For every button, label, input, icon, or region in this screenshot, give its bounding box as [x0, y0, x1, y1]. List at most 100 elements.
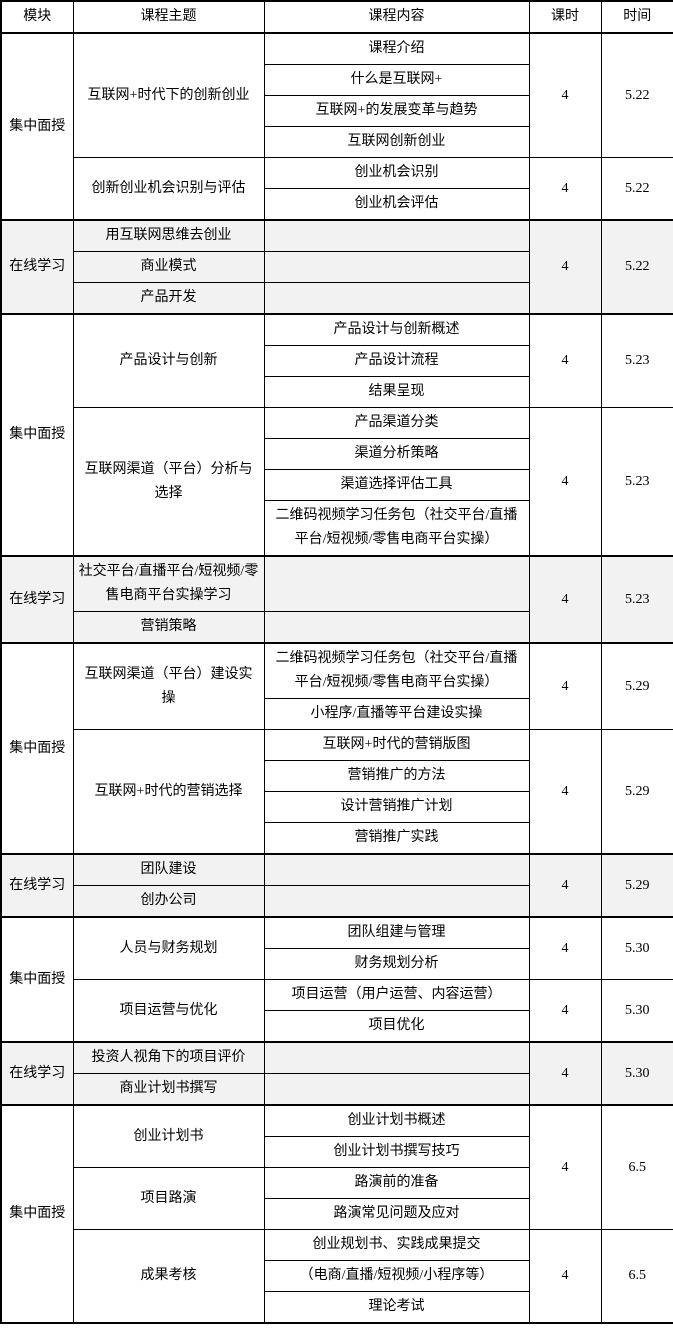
theme-cell: 投资人视角下的项目评价 — [72, 1041, 265, 1074]
date-cell: 5.22 — [600, 32, 673, 158]
table-row: 创办公司 — [1, 885, 673, 918]
hours-cell: 4 — [528, 219, 602, 315]
theme-cell: 用互联网思维去创业 — [72, 219, 265, 252]
content-cell: 什么是互联网+ — [263, 64, 530, 96]
content-cell — [263, 853, 530, 886]
content-cell — [263, 251, 530, 283]
content-cell: 项目运营（用户运营、内容运营） — [263, 979, 530, 1011]
content-cell: 互联网+的发展变革与趋势 — [263, 95, 530, 127]
hours-cell: 4 — [528, 642, 602, 730]
theme-cell: 产品开发 — [72, 282, 265, 315]
table-row: 在线学习 社交平台/直播平台/短视频/零售电商平台实操学习 4 5.23 — [0, 555, 673, 644]
content-cell: 团队组建与管理 — [263, 916, 530, 949]
theme-cell: 团队建设 — [72, 853, 265, 886]
theme-cell: 产品设计与创新 — [72, 313, 265, 408]
hours-cell: 4 — [528, 157, 602, 221]
header-cell-theme: 课程主题 — [72, 0, 265, 34]
content-cell — [263, 1073, 530, 1106]
hours-cell: 4 — [528, 407, 602, 557]
content-cell — [263, 1041, 530, 1074]
table-row: 渠道分析策略 — [1, 438, 673, 470]
table-row: 商业模式 — [1, 251, 673, 283]
date-cell: 6.5 — [600, 1104, 673, 1230]
table-row: 项目路演 路演前的准备 — [1, 1167, 673, 1230]
content-cell: 营销推广实践 — [263, 822, 530, 855]
table-row: 创业计划书撰写技巧 — [1, 1136, 673, 1168]
content-cell: 设计营销推广计划 — [263, 791, 530, 823]
content-cell: 课程介绍 — [263, 32, 530, 65]
module-cell: 在线学习 — [0, 853, 74, 918]
hours-cell: 4 — [528, 1041, 602, 1106]
content-cell: 创业机会识别 — [263, 157, 530, 189]
content-cell — [263, 555, 530, 612]
content-cell: 路演常见问题及应对 — [263, 1198, 530, 1230]
content-cell: 互联网创新创业 — [263, 126, 530, 158]
content-cell: 二维码视频学习任务包（社交平台/直播平台/短视频/零售电商平台实操） — [263, 500, 530, 557]
header-cell-date: 时间 — [600, 0, 673, 34]
theme-cell: 人员与财务规划 — [72, 916, 265, 980]
content-cell: 小程序/直播等平台建设实操 — [263, 698, 530, 730]
hours-cell: 4 — [528, 916, 602, 980]
content-cell: 产品设计流程 — [263, 345, 530, 377]
content-cell: 创业计划书概述 — [263, 1104, 530, 1137]
table-row: 在线学习 用互联网思维去创业 4 5.22 — [0, 219, 673, 315]
date-cell: 5.22 — [600, 157, 673, 221]
content-cell: 理论考试 — [263, 1291, 530, 1324]
theme-cell: 互联网+时代的营销选择 — [72, 729, 265, 855]
table-row: 路演常见问题及应对 — [1, 1198, 673, 1230]
table-row: （电商/直播/短视频/小程序等） — [1, 1260, 673, 1292]
table-row: 什么是互联网+ — [1, 64, 673, 96]
content-cell: 结果呈现 — [263, 376, 530, 408]
content-cell: 互联网+时代的营销版图 — [263, 729, 530, 761]
content-cell: 渠道选择评估工具 — [263, 469, 530, 501]
theme-cell: 商业计划书撰写 — [72, 1073, 265, 1106]
header-cell-content: 课程内容 — [263, 0, 530, 34]
hours-cell: 4 — [528, 729, 602, 855]
table-row: 理论考试 — [1, 1291, 673, 1324]
table-row: 互联网+的发展变革与趋势 — [1, 95, 673, 127]
content-cell: 产品设计与创新概述 — [263, 313, 530, 346]
table-row: 财务规划分析 — [1, 948, 673, 980]
date-cell: 5.23 — [600, 313, 673, 408]
hours-cell: 4 — [528, 1229, 602, 1324]
table-row: 集中面授 创业计划书 创业计划书概述 4 6.5 — [0, 1104, 673, 1324]
theme-cell: 创业计划书 — [72, 1104, 265, 1168]
hours-cell: 4 — [528, 313, 602, 408]
theme-cell: 项目运营与优化 — [72, 979, 265, 1043]
table-row: 项目运营与优化 项目运营（用户运营、内容运营） 4 5.30 — [1, 979, 673, 1043]
table-row: 集中面授 互联网渠道（平台）建设实操 二维码视频学习任务包（社交平台/直播平台/短视… — [0, 642, 673, 855]
header-row: 模块 课程主题 课程内容 课时 时间 — [0, 0, 673, 34]
table-row: 集中面授 互联网+时代下的创新创业 课程介绍 4 5.22 — [0, 32, 673, 221]
content-cell: 项目优化 — [263, 1010, 530, 1043]
table-row: 集中面授 产品设计与创新 产品设计与创新概述 4 5.23 — [0, 313, 673, 557]
theme-cell: 项目路演 — [72, 1167, 265, 1230]
date-cell: 5.29 — [600, 853, 673, 918]
table-row: 集中面授 人员与财务规划 团队组建与管理 4 5.30 — [0, 916, 673, 1043]
table-row: 在线学习 团队建设 4 5.29 — [0, 853, 673, 918]
table-row: 互联网渠道（平台）分析与选择 产品渠道分类 4 5.23 — [1, 407, 673, 557]
hours-cell: 4 — [528, 555, 602, 644]
table-row: 项目优化 — [1, 1010, 673, 1043]
table-row: 产品开发 — [1, 282, 673, 315]
date-cell: 5.22 — [600, 219, 673, 315]
table-row: 创新创业机会识别与评估 创业机会识别 4 5.22 — [1, 157, 673, 221]
table-row: 在线学习 投资人视角下的项目评价 4 5.30 — [0, 1041, 673, 1106]
table-row: 营销推广实践 — [1, 822, 673, 855]
content-cell: 渠道分析策略 — [263, 438, 530, 470]
theme-cell: 营销策略 — [72, 611, 265, 644]
content-cell: 营销推广的方法 — [263, 760, 530, 792]
content-cell: 创业计划书撰写技巧 — [263, 1136, 530, 1168]
module-cell: 在线学习 — [0, 1041, 74, 1106]
theme-cell: 社交平台/直播平台/短视频/零售电商平台实操学习 — [72, 555, 265, 612]
table-row: 结果呈现 — [1, 376, 673, 408]
table-row: 营销推广的方法 — [1, 760, 673, 792]
table-row: 二维码视频学习任务包（社交平台/直播平台/短视频/零售电商平台实操） — [1, 500, 673, 557]
header-cell-hours: 课时 — [528, 0, 602, 34]
hours-cell: 4 — [528, 1104, 602, 1230]
theme-cell: 创新创业机会识别与评估 — [72, 157, 265, 221]
module-cell: 集中面授 — [0, 32, 74, 221]
header-cell-module: 模块 — [0, 0, 74, 34]
theme-cell: 创办公司 — [72, 885, 265, 918]
date-cell: 6.5 — [600, 1229, 673, 1324]
